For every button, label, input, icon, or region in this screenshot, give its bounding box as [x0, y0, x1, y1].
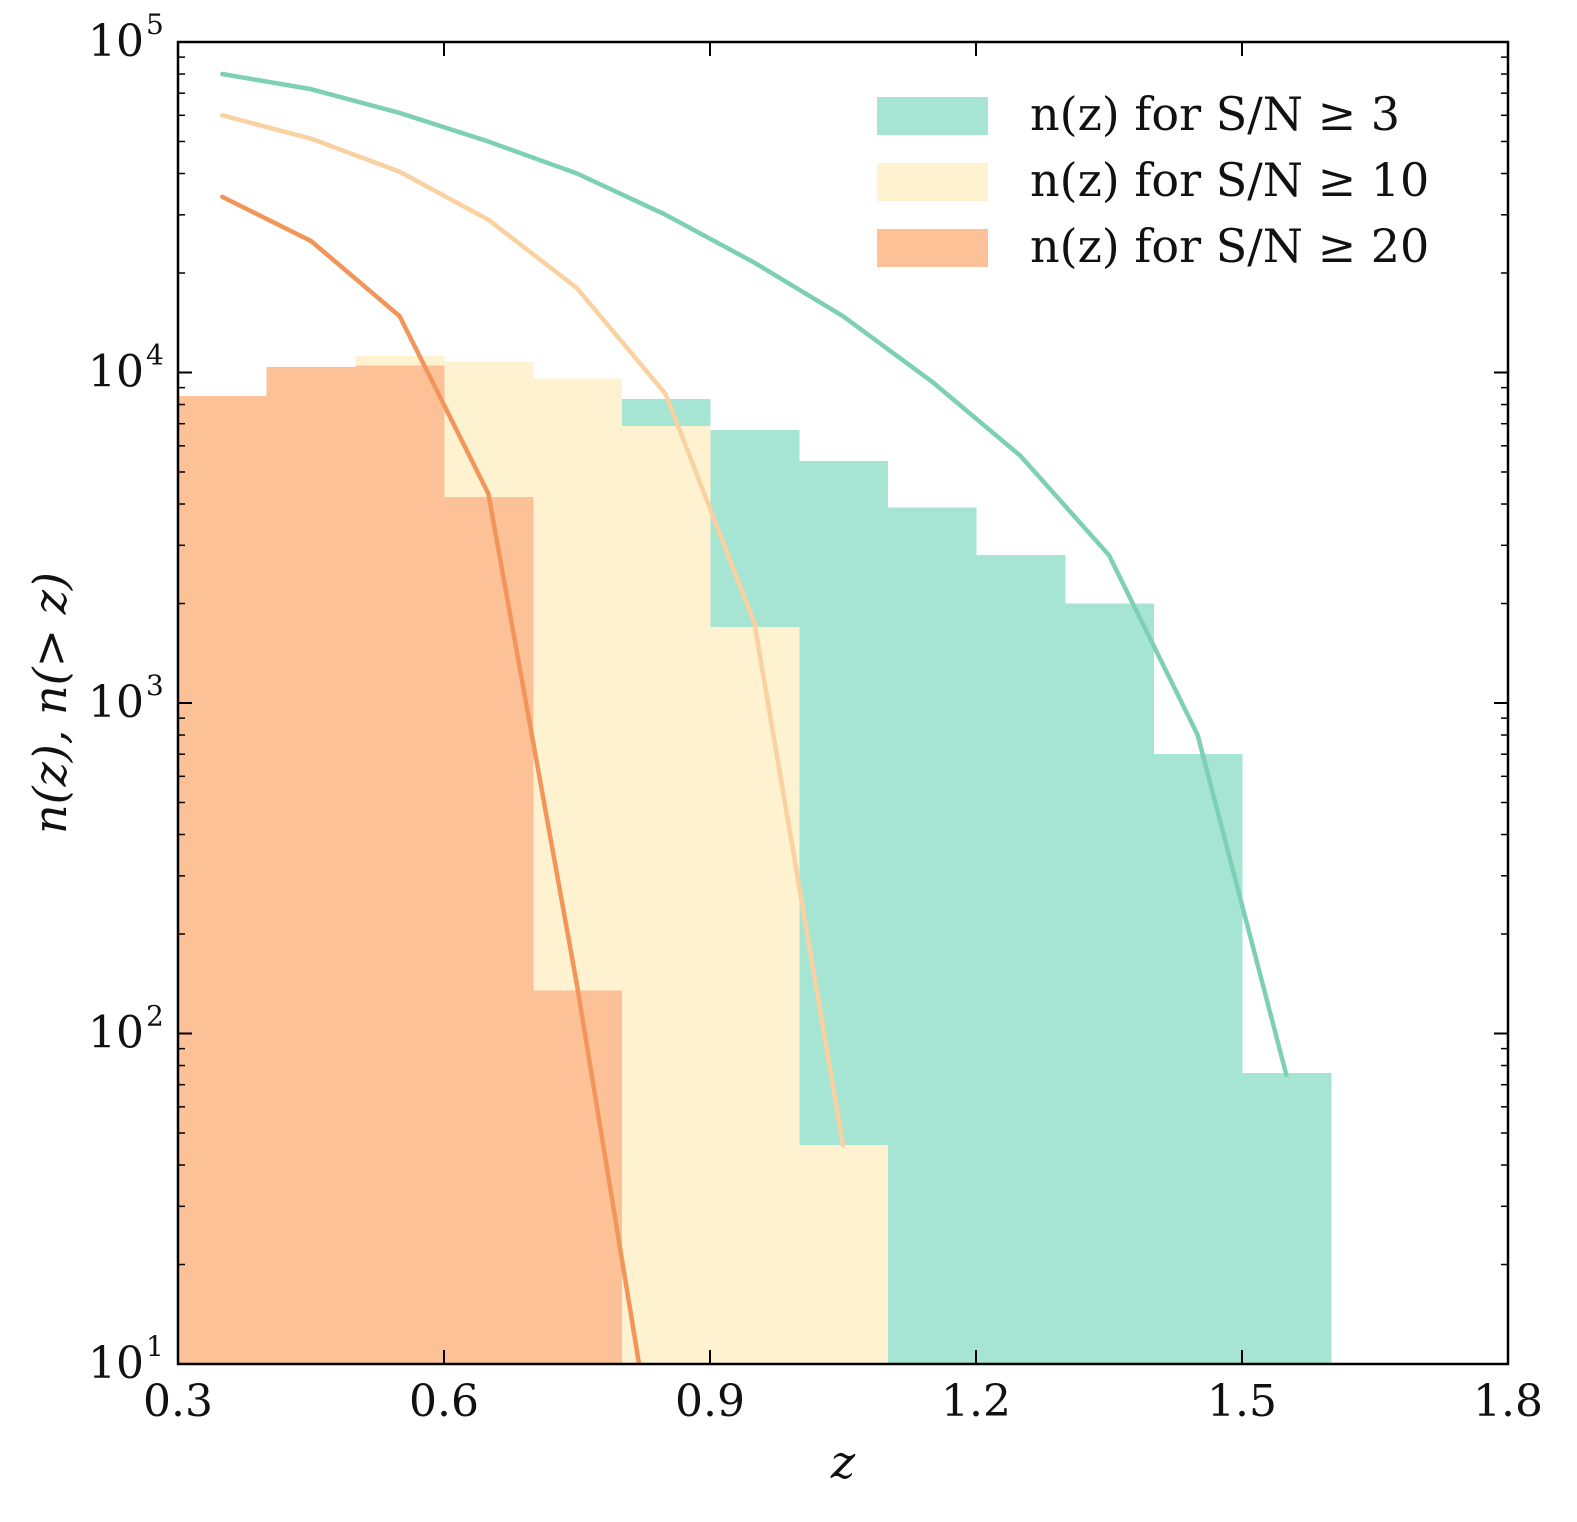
cumulative-lines: [220, 71, 1289, 1364]
y-tick-label-0: 10: [88, 1338, 144, 1389]
y-tick-exponent-3: 4: [146, 339, 164, 372]
legend-label-2: n(z) for S/N ≥ 20: [1030, 219, 1429, 273]
cumulative-line-series-0: [220, 71, 1289, 1078]
x-axis-label: z: [830, 1435, 856, 1489]
cumulative-line-series-2: [220, 194, 642, 1364]
legend-label-0: n(z) for S/N ≥ 3: [1030, 87, 1400, 141]
y-tick-exponent-2: 3: [146, 669, 164, 702]
y-tick-exponent-1: 2: [146, 1000, 164, 1033]
x-tick-label-0: 0.3: [143, 1376, 213, 1427]
y-tick-exponent-0: 1: [146, 1330, 164, 1363]
y-axis-label: n(z), n(> z): [23, 572, 77, 834]
x-tick-label-1: 0.6: [409, 1376, 479, 1427]
x-tick-label-3: 1.2: [941, 1376, 1011, 1427]
histogram-bar-series-2-bin-1: [266, 366, 356, 1364]
legend-label-1: n(z) for S/N ≥ 10: [1030, 153, 1429, 207]
histogram-bar-series-1-bin-7: [798, 1144, 888, 1364]
y-tick-label-2: 10: [88, 677, 144, 728]
cumulative-line-series-1: [220, 113, 846, 1148]
x-tick-label-4: 1.5: [1207, 1376, 1277, 1427]
y-tick-exponent-4: 5: [146, 8, 164, 41]
histogram-bar-series-2-bin-2: [355, 365, 445, 1364]
axis-ticks: [177, 41, 1509, 1365]
histogram-bar-series-2-bin-3: [444, 497, 534, 1364]
histogram-bar-series-0-bin-11: [1153, 754, 1243, 1364]
histogram-bar-series-1-bin-6: [710, 626, 800, 1364]
histogram-bar-series-1-bin-5: [621, 425, 711, 1364]
histogram-bar-series-0-bin-8: [887, 507, 977, 1364]
histogram-bars: [178, 356, 1332, 1364]
x-tick-label-2: 0.9: [675, 1376, 745, 1427]
legend: n(z) for S/N ≥ 3 n(z) for S/N ≥ 10 n(z) fo…: [877, 87, 1429, 273]
histogram-bar-series-0-bin-9: [976, 555, 1066, 1364]
histogram-bar-series-0-bin-10: [1064, 603, 1154, 1364]
y-tick-label-1: 10: [88, 1008, 144, 1059]
histogram-bar-series-0-bin-12: [1242, 1072, 1332, 1364]
y-tick-label-4: 10: [88, 16, 144, 67]
legend-swatch-2: [877, 229, 988, 267]
legend-swatch-1: [877, 163, 988, 201]
x-tick-label-5: 1.8: [1473, 1376, 1543, 1427]
legend-swatch-0: [877, 97, 988, 135]
y-tick-label-3: 10: [88, 347, 144, 398]
histogram-bar-series-2-bin-0: [178, 395, 268, 1364]
